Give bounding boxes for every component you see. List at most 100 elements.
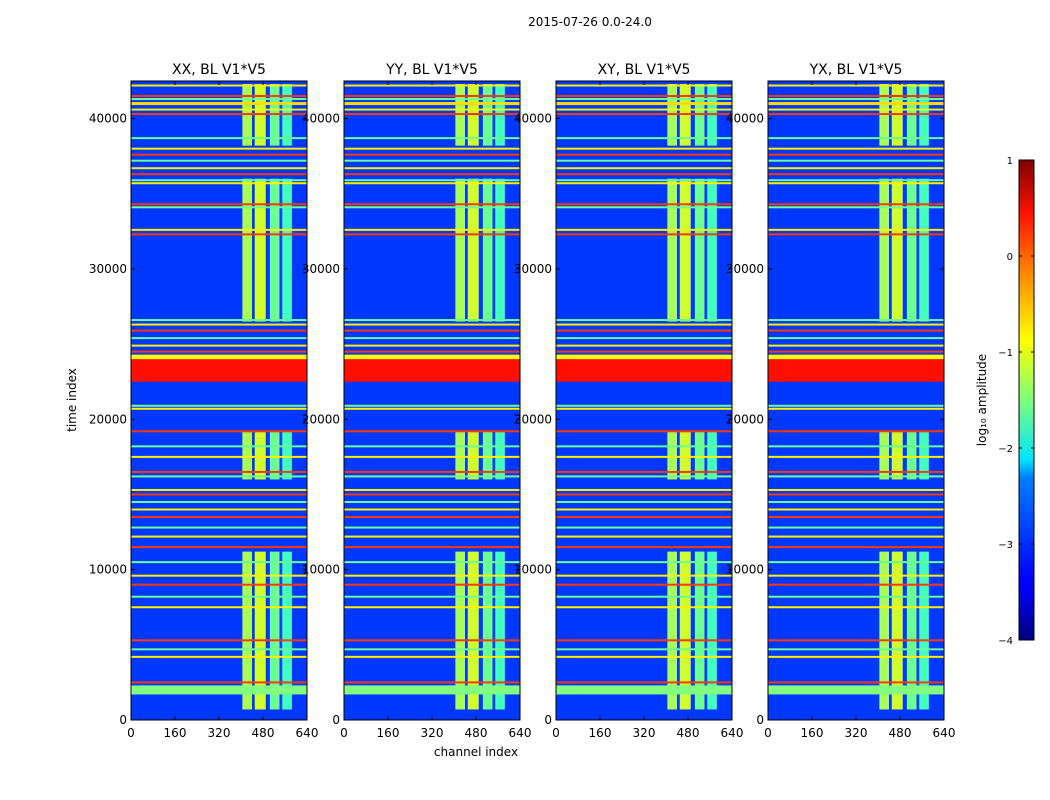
flagged-line xyxy=(131,404,307,407)
signal-block xyxy=(707,178,717,322)
flagged-line xyxy=(344,233,520,236)
flagged-line xyxy=(344,535,520,538)
flagged-line xyxy=(131,147,307,150)
x-tick-label: 160 xyxy=(589,726,612,740)
signal-block xyxy=(879,178,889,322)
flagged-line xyxy=(344,323,520,326)
signal-block xyxy=(254,178,266,322)
signal-block xyxy=(282,431,292,480)
flagged-line xyxy=(344,574,520,577)
flagged-line xyxy=(768,95,944,98)
flagged-line xyxy=(344,337,520,340)
flagged-line xyxy=(556,159,732,162)
flagged-line xyxy=(131,319,307,322)
flagged-line xyxy=(768,595,944,598)
heatmap-background xyxy=(556,81,732,720)
heatmap-background xyxy=(131,81,307,720)
signal-block xyxy=(906,551,917,710)
y-tick-label: 40000 xyxy=(514,112,552,126)
flagged-band xyxy=(768,685,944,695)
signal-block xyxy=(906,431,917,480)
flagged-line xyxy=(768,98,944,101)
flagged-line xyxy=(768,639,944,642)
flagged-line xyxy=(131,475,307,478)
y-tick-label: 30000 xyxy=(514,262,552,276)
signal-block xyxy=(919,431,929,480)
flagged-line xyxy=(131,606,307,609)
flagged-line xyxy=(768,535,944,538)
flagged-line xyxy=(556,108,732,111)
flagged-band xyxy=(768,359,944,382)
flagged-line xyxy=(768,574,944,577)
y-tick-label: 0 xyxy=(119,713,127,727)
flagged-line xyxy=(768,407,944,410)
flagged-line xyxy=(344,206,520,209)
y-tick-label: 30000 xyxy=(89,262,127,276)
signal-block xyxy=(282,178,292,322)
flagged-line xyxy=(556,350,732,353)
flagged-line xyxy=(131,470,307,473)
flagged-line xyxy=(768,583,944,586)
signal-block xyxy=(879,551,889,710)
flagged-line xyxy=(556,583,732,586)
flagged-band xyxy=(344,102,520,106)
flagged-line xyxy=(768,606,944,609)
flagged-line xyxy=(131,350,307,353)
flagged-line xyxy=(131,323,307,326)
flagged-band xyxy=(556,102,732,106)
flagged-line xyxy=(344,606,520,609)
flagged-line xyxy=(131,583,307,586)
flagged-line xyxy=(344,137,520,140)
x-tick-label: 480 xyxy=(677,726,700,740)
flagged-line xyxy=(344,179,520,182)
x-tick-label: 480 xyxy=(465,726,488,740)
flagged-line xyxy=(768,500,944,503)
y-tick-label: 40000 xyxy=(89,112,127,126)
signal-block xyxy=(242,178,252,322)
x-tick-label: 640 xyxy=(933,726,956,740)
flagged-line xyxy=(131,206,307,209)
x-tick-label: 0 xyxy=(340,726,348,740)
signal-block xyxy=(467,431,479,480)
signal-block xyxy=(667,551,677,710)
flagged-line xyxy=(344,228,520,231)
flagged-line xyxy=(131,500,307,503)
flagged-line xyxy=(556,508,732,511)
x-tick-label: 320 xyxy=(208,726,231,740)
x-tick-label: 640 xyxy=(721,726,744,740)
flagged-line xyxy=(131,113,307,116)
heatmap-panels: XX, BL V1*V5 0 160 320 480 640 0 10000 20000 3000… xyxy=(89,62,956,740)
flagged-line xyxy=(556,173,732,176)
flagged-line xyxy=(131,535,307,538)
flagged-line xyxy=(768,329,944,332)
flagged-line xyxy=(344,84,520,87)
signal-block xyxy=(879,431,889,480)
flagged-line xyxy=(344,526,520,529)
flagged-line xyxy=(131,344,307,347)
flagged-line xyxy=(768,475,944,478)
signal-block xyxy=(455,551,465,710)
flagged-line xyxy=(768,430,944,433)
flagged-line xyxy=(768,319,944,322)
flagged-band xyxy=(131,102,307,106)
flagged-line xyxy=(344,595,520,598)
flagged-line xyxy=(344,98,520,101)
signal-block xyxy=(269,178,280,322)
flagged-line xyxy=(131,561,307,564)
signal-block xyxy=(242,431,252,480)
flagged-line xyxy=(344,95,520,98)
flagged-line xyxy=(344,508,520,511)
x-tick-label: 0 xyxy=(764,726,772,740)
panel-title: XY, BL V1*V5 xyxy=(598,62,691,78)
signal-block xyxy=(269,431,280,480)
colorbar-ticks: 1 0 −1 −2 −3 −4 xyxy=(998,156,1034,647)
flagged-line xyxy=(556,455,732,458)
flagged-line xyxy=(768,84,944,87)
colorbar-tick-label: 0 xyxy=(1007,252,1013,263)
flagged-line xyxy=(344,108,520,111)
flagged-line xyxy=(768,546,944,549)
panel-title: YY, BL V1*V5 xyxy=(385,62,478,78)
flagged-line xyxy=(768,182,944,185)
flagged-line xyxy=(344,153,520,156)
flagged-line xyxy=(556,648,732,651)
